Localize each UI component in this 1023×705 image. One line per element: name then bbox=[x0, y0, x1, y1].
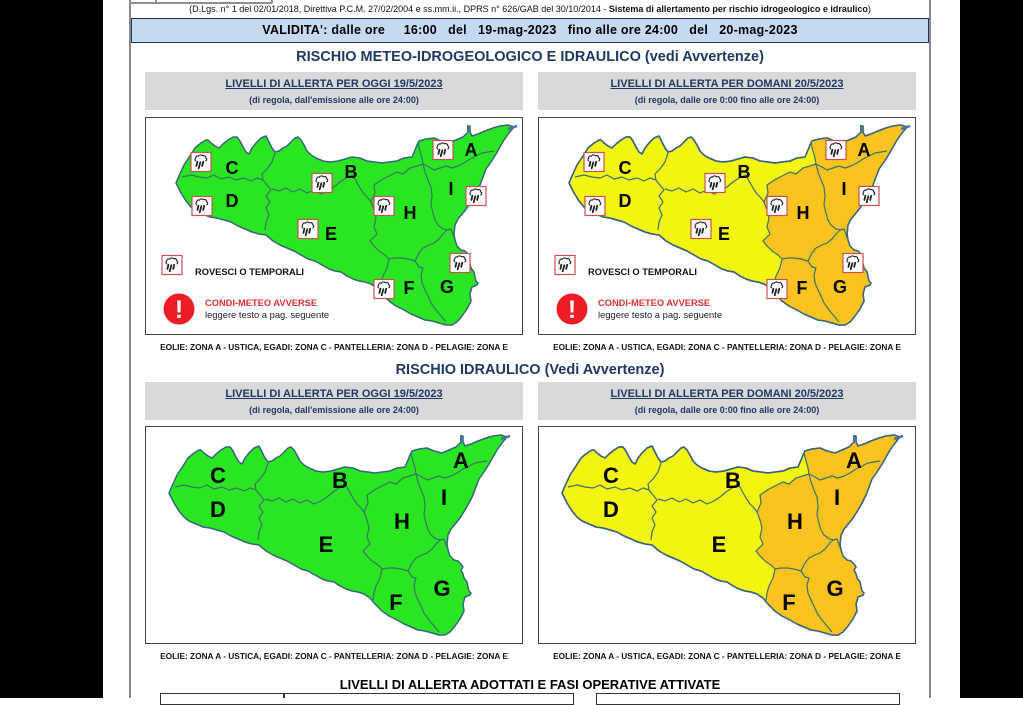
svg-text:E: E bbox=[325, 224, 337, 244]
svg-text:E: E bbox=[319, 532, 334, 557]
svg-text:CONDI-METEO AVVERSE: CONDI-METEO AVVERSE bbox=[598, 298, 710, 308]
svg-text:H: H bbox=[787, 509, 803, 534]
svg-text:A: A bbox=[453, 448, 469, 473]
svg-text:G: G bbox=[440, 277, 454, 297]
svg-text:E: E bbox=[718, 224, 730, 244]
svg-text:I: I bbox=[841, 179, 846, 199]
svg-text:A: A bbox=[858, 140, 871, 160]
svg-text:F: F bbox=[797, 278, 808, 298]
svg-text:B: B bbox=[345, 162, 358, 182]
svg-text:B: B bbox=[725, 468, 741, 493]
svg-text:ROVESCI O TEMPORALI: ROVESCI O TEMPORALI bbox=[195, 267, 304, 277]
svg-text:C: C bbox=[603, 463, 619, 488]
svg-text:leggere testo a pag. seguente: leggere testo a pag. seguente bbox=[205, 309, 329, 320]
svg-text:D: D bbox=[226, 191, 239, 211]
svg-text:G: G bbox=[833, 277, 847, 297]
svg-text:H: H bbox=[394, 509, 410, 534]
svg-text:D: D bbox=[619, 191, 632, 211]
svg-text:!: ! bbox=[175, 296, 183, 324]
svg-text:I: I bbox=[441, 485, 447, 510]
svg-text:D: D bbox=[603, 497, 619, 522]
svg-text:F: F bbox=[782, 590, 795, 615]
svg-text:C: C bbox=[619, 158, 632, 178]
svg-text:ROVESCI O TEMPORALI: ROVESCI O TEMPORALI bbox=[588, 267, 697, 277]
svg-text:leggere testo a pag. seguente: leggere testo a pag. seguente bbox=[598, 309, 722, 320]
svg-text:I: I bbox=[448, 179, 453, 199]
svg-text:G: G bbox=[433, 576, 450, 601]
svg-text:CONDI-METEO AVVERSE: CONDI-METEO AVVERSE bbox=[205, 298, 317, 308]
svg-text:C: C bbox=[226, 158, 239, 178]
svg-text:!: ! bbox=[568, 296, 576, 324]
svg-text:A: A bbox=[846, 448, 862, 473]
svg-text:E: E bbox=[712, 532, 727, 557]
svg-text:F: F bbox=[389, 590, 402, 615]
svg-text:D: D bbox=[210, 497, 226, 522]
svg-text:B: B bbox=[738, 162, 751, 182]
svg-text:C: C bbox=[210, 463, 226, 488]
svg-text:I: I bbox=[834, 485, 840, 510]
svg-text:F: F bbox=[404, 278, 415, 298]
svg-text:B: B bbox=[332, 468, 348, 493]
svg-text:H: H bbox=[404, 203, 417, 223]
svg-text:H: H bbox=[797, 203, 810, 223]
svg-text:G: G bbox=[826, 576, 843, 601]
svg-text:A: A bbox=[465, 140, 478, 160]
